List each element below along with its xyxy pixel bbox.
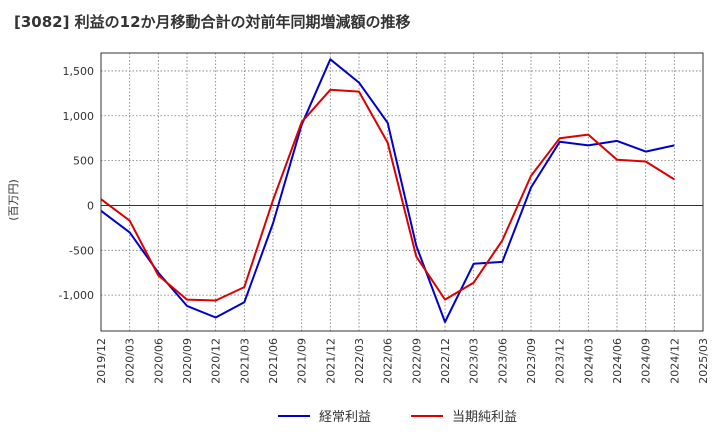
x-tick-label: 2024/06: [611, 338, 624, 384]
y-tick-label: -500: [69, 244, 94, 257]
plot-frame: [100, 52, 704, 332]
y-tick-label: 500: [73, 155, 94, 168]
x-tick-label: 2021/06: [267, 338, 280, 384]
chart-title: [3082] 利益の12か月移動合計の対前年同期増減額の推移: [14, 13, 411, 31]
x-tick-label: 2020/12: [210, 338, 223, 384]
plot-area: [101, 53, 703, 331]
y-tick-label: 1,500: [63, 65, 95, 78]
x-tick-label: 2024/12: [668, 338, 681, 384]
series-line-1: [100, 58, 675, 323]
x-tick-label: 2020/03: [124, 338, 137, 384]
series-layer: [100, 58, 675, 323]
x-tick-label: 2021/03: [238, 338, 251, 384]
y-axis-label: (百万円): [7, 179, 20, 221]
y-tick-label: 1,000: [63, 110, 95, 123]
plot-frame-layer: [100, 52, 704, 332]
legend-label-1: 経常利益: [319, 410, 371, 425]
y-tick-label: 0: [87, 199, 94, 212]
y-tick-labels: 1,500 1,000 500 0 -500 -1,000: [59, 65, 94, 302]
x-tick-label: 2023/06: [496, 338, 509, 384]
x-tick-label: 2025/03: [697, 338, 710, 384]
x-tick-label: 2022/06: [382, 338, 395, 384]
x-tick-label: 2022/03: [353, 338, 366, 384]
x-tick-label: 2020/06: [152, 338, 165, 384]
x-tick-label: 2020/09: [181, 338, 194, 384]
plot-background: [101, 53, 703, 331]
legend: 経常利益 当期純利益: [278, 410, 517, 425]
x-tick-label: 2023/12: [554, 338, 567, 384]
legend-label-2: 当期純利益: [452, 410, 517, 425]
x-tick-labels: 2019/12 2020/03 2020/06 2020/09 2020/12 2021/…: [95, 338, 710, 384]
x-tick-label: 2022/09: [410, 338, 423, 384]
x-tick-label: 2024/09: [640, 338, 653, 384]
grid: [101, 53, 703, 331]
x-tick-label: 2021/09: [296, 338, 309, 384]
series-line-2: [100, 88, 675, 302]
x-tick-label: 2022/12: [439, 338, 452, 384]
x-tick-label: 2023/03: [468, 338, 481, 384]
y-tick-label: -1,000: [59, 289, 94, 302]
x-tick-label: 2019/12: [95, 338, 108, 384]
x-tick-label: 2021/12: [324, 338, 337, 384]
x-tick-label: 2024/03: [582, 338, 595, 384]
x-tick-label: 2023/09: [525, 338, 538, 384]
